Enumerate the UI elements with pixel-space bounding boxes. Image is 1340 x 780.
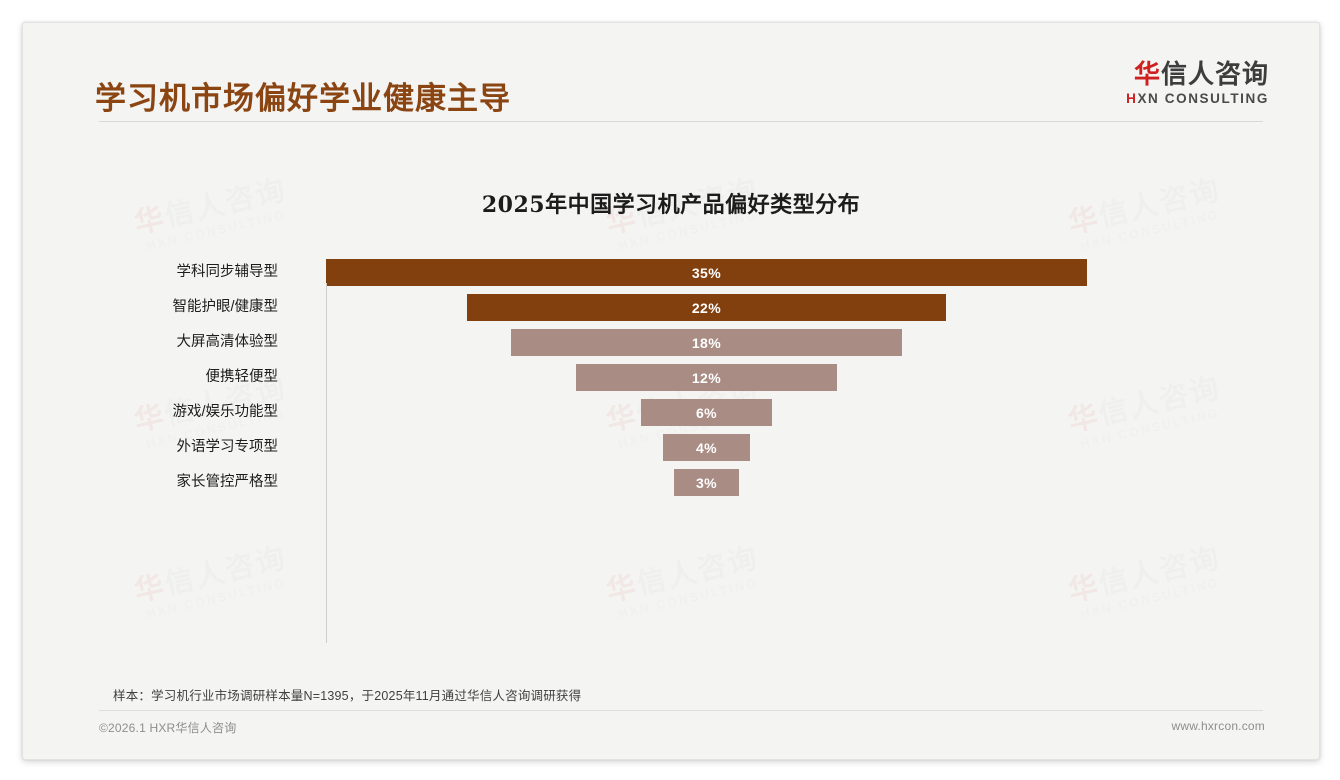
- chart-axis-line: [326, 283, 327, 643]
- bar-segment[interactable]: 22%: [467, 294, 946, 321]
- source-footnote: 样本：学习机行业市场调研样本量N=1395，于2025年11月通过华信人咨询调研…: [113, 689, 582, 703]
- website-url: www.hxrcon.com: [1171, 719, 1265, 733]
- bar-track: 18%: [23, 325, 1319, 360]
- bar-segment[interactable]: 12%: [576, 364, 837, 391]
- bar-value-label: 6%: [695, 404, 718, 421]
- bar-track: 4%: [23, 430, 1319, 465]
- bar-value-label: 3%: [695, 474, 717, 491]
- bar-category-label: 家长管控严格型: [176, 474, 279, 490]
- funnel-chart: 学科同步辅导型 35% 智能护眼/健康型 22% 大屏高清体验型 18% 便携轻便型 12% 游…: [23, 255, 1319, 643]
- bar-row: 大屏高清体验型 18%: [23, 325, 1319, 360]
- logo-en-accent: H: [1126, 91, 1138, 107]
- slide-header: 学习机市场偏好学业健康主导 华信人咨询 HXN CONSULTING: [23, 23, 1319, 123]
- bar-track: 6%: [23, 395, 1319, 430]
- bar-value-label: 4%: [695, 439, 717, 456]
- bar-track: 35%: [23, 255, 1319, 290]
- bar-segment[interactable]: 6%: [641, 399, 772, 426]
- logo-cn-accent: 华: [1133, 59, 1161, 89]
- page-title: 学习机市场偏好学业健康主导: [95, 81, 511, 116]
- bar-segment[interactable]: 35%: [326, 259, 1087, 286]
- bar-value-label: 22%: [691, 299, 722, 316]
- bar-category-label: 学科同步辅导型: [176, 264, 279, 280]
- bar-segment[interactable]: 4%: [663, 434, 750, 461]
- bar-value-label: 35%: [691, 264, 722, 281]
- bar-segment[interactable]: 3%: [673, 469, 740, 496]
- bar-category-label: 智能护眼/健康型: [172, 299, 278, 315]
- bar-row: 便携轻便型 12%: [23, 360, 1319, 395]
- header-divider: [99, 121, 1263, 122]
- bar-row: 智能护眼/健康型 22%: [23, 290, 1319, 325]
- copyright-text: ©2026.1 HXR华信人咨询: [99, 721, 237, 735]
- chart-title: 2025年中国学习机产品偏好类型分布: [481, 192, 861, 218]
- bar-row: 游戏/娱乐功能型 6%: [23, 395, 1319, 430]
- bar-category-label: 外语学习专项型: [176, 439, 279, 455]
- logo-english-name: HXN CONSULTING: [1126, 91, 1269, 106]
- bar-row: 学科同步辅导型 35%: [23, 255, 1319, 290]
- bar-value-label: 18%: [691, 334, 722, 351]
- bar-track: 22%: [23, 290, 1319, 325]
- bar-value-label: 12%: [691, 369, 722, 386]
- slide-canvas: 华信人咨询 HXN CONSULTING 华信人咨询 HXN CONSULTIN…: [22, 22, 1320, 760]
- bar-category-label: 大屏高清体验型: [176, 334, 279, 350]
- bar-track: 3%: [23, 465, 1319, 500]
- company-logo: 华信人咨询 HXN CONSULTING: [1126, 59, 1269, 106]
- logo-chinese-name: 华信人咨询: [1126, 59, 1269, 89]
- bar-category-label: 游戏/娱乐功能型: [172, 404, 278, 420]
- logo-cn-rest: 信人咨询: [1160, 59, 1269, 89]
- bar-segment[interactable]: 18%: [510, 329, 903, 356]
- bar-track: 12%: [23, 360, 1319, 395]
- bar-row: 外语学习专项型 4%: [23, 430, 1319, 465]
- bar-category-label: 便携轻便型: [205, 369, 279, 385]
- bar-row: 家长管控严格型 3%: [23, 465, 1319, 500]
- footer-divider: [99, 710, 1263, 711]
- logo-en-rest: XN CONSULTING: [1137, 91, 1269, 107]
- bar-list: 学科同步辅导型 35% 智能护眼/健康型 22% 大屏高清体验型 18% 便携轻便型 12% 游…: [23, 255, 1319, 500]
